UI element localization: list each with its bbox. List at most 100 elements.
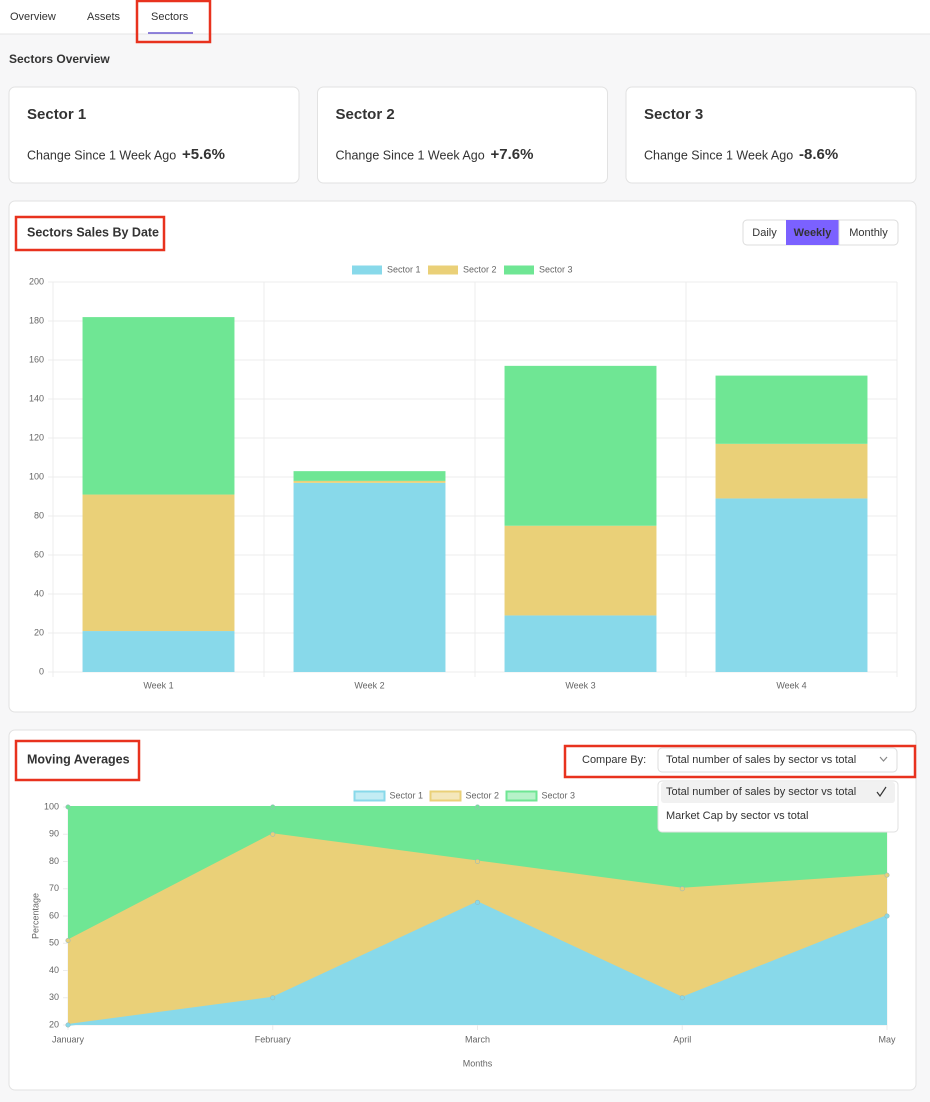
compare-label: Compare By: [582, 754, 646, 766]
point [679, 886, 685, 892]
legend-swatch [505, 790, 538, 802]
y-tick-label: 100 [44, 801, 59, 811]
y-tick-label: 160 [29, 354, 44, 364]
x-tick-label: Week 4 [776, 680, 806, 690]
point [474, 858, 480, 864]
dropdown-option[interactable]: Total number of sales by sector vs total [666, 786, 856, 798]
highlight-box [14, 739, 141, 782]
bar-segment [82, 631, 235, 672]
sales-panel [8, 200, 917, 713]
legend-label: Sector 2 [466, 790, 500, 800]
card-label: Change Since 1 Week Ago [336, 148, 485, 162]
sector-card [317, 86, 608, 184]
sector-card [8, 86, 300, 184]
point [474, 899, 480, 905]
x-tick-label: May [878, 1034, 896, 1044]
highlight-box [14, 215, 166, 252]
point [270, 804, 276, 810]
x-tick-label: Week 1 [143, 680, 173, 690]
y-tick-label: 70 [49, 883, 59, 893]
x-tick-label: January [52, 1034, 85, 1044]
chart-title: Moving Averages [27, 752, 130, 766]
y-tick-label: 100 [29, 471, 44, 481]
point [65, 938, 71, 944]
tab[interactable]: Sectors [151, 11, 189, 23]
y-axis-label: Percentage [30, 893, 40, 939]
point [65, 1022, 71, 1028]
bar-segment [504, 525, 657, 616]
legend-label: Sector 1 [387, 264, 421, 274]
y-tick-label: 20 [34, 627, 44, 637]
sector-card [625, 86, 917, 184]
legend-label: Sector 1 [390, 790, 424, 800]
bar-segment [82, 317, 235, 495]
card-label: Change Since 1 Week Ago [644, 148, 793, 162]
y-tick-label: 40 [49, 965, 59, 975]
tab[interactable]: Overview [10, 11, 56, 23]
x-tick-label: February [255, 1034, 292, 1044]
x-tick-label: April [673, 1034, 691, 1044]
point [884, 913, 890, 919]
bar-segment [293, 471, 446, 481]
bar-segment [293, 480, 446, 483]
x-tick-label: Week 2 [354, 680, 384, 690]
card-change: +5.6% [182, 146, 225, 163]
card-title: Sector 1 [27, 106, 86, 123]
point [270, 995, 276, 1001]
y-tick-label: 60 [34, 549, 44, 559]
point [474, 804, 480, 810]
tab-bar [0, 0, 930, 34]
area-fill [68, 902, 887, 1025]
card-change: -8.6% [799, 146, 838, 163]
chevron [879, 756, 888, 762]
legend-label: Sector 3 [539, 264, 573, 274]
dropdown-option[interactable]: Market Cap by sector vs total [666, 810, 808, 822]
legend-swatch [428, 265, 458, 275]
chart-title: Sectors Sales By Date [27, 225, 159, 239]
option-highlight [661, 782, 895, 803]
y-tick-label: 200 [29, 276, 44, 286]
period-button[interactable]: Daily [752, 227, 777, 239]
card-label: Change Since 1 Week Ago [27, 148, 176, 162]
point [65, 804, 71, 810]
legend-swatch [352, 265, 382, 275]
point [270, 831, 276, 837]
y-tick-label: 30 [49, 992, 59, 1002]
compare-select[interactable] [657, 747, 898, 773]
x-axis-label: Months [463, 1058, 493, 1068]
bar-segment [715, 443, 868, 499]
tab[interactable]: Assets [87, 11, 121, 23]
card-change: +7.6% [491, 146, 534, 163]
bar-segment [504, 365, 657, 526]
bar-segment [504, 615, 657, 672]
legend-swatch [353, 790, 386, 802]
bar-segment [715, 375, 868, 444]
bar-segment [715, 498, 868, 672]
card-title: Sector 3 [644, 106, 703, 123]
y-tick-label: 80 [34, 510, 44, 520]
x-tick-label: Week 3 [565, 680, 595, 690]
y-tick-label: 140 [29, 393, 44, 403]
check-mark [876, 786, 887, 798]
legend-swatch [504, 265, 534, 275]
period-active [786, 220, 839, 245]
card-title: Sector 2 [336, 106, 395, 123]
point [679, 995, 685, 1001]
y-tick-label: 90 [49, 829, 59, 839]
bar-segment [82, 494, 235, 632]
period-button[interactable]: Weekly [794, 227, 833, 239]
period-button[interactable]: Monthly [849, 227, 888, 239]
compare-selected[interactable]: Total number of sales by sector vs total [666, 754, 856, 766]
y-tick-label: 120 [29, 432, 44, 442]
point [884, 872, 890, 878]
x-tick-label: March [465, 1034, 490, 1044]
legend-label: Sector 3 [542, 790, 576, 800]
section-title: Sectors Overview [9, 52, 110, 66]
y-tick-label: 20 [49, 1019, 59, 1029]
bar-segment [293, 482, 446, 672]
highlight-box [563, 744, 917, 779]
y-tick-label: 40 [34, 588, 44, 598]
